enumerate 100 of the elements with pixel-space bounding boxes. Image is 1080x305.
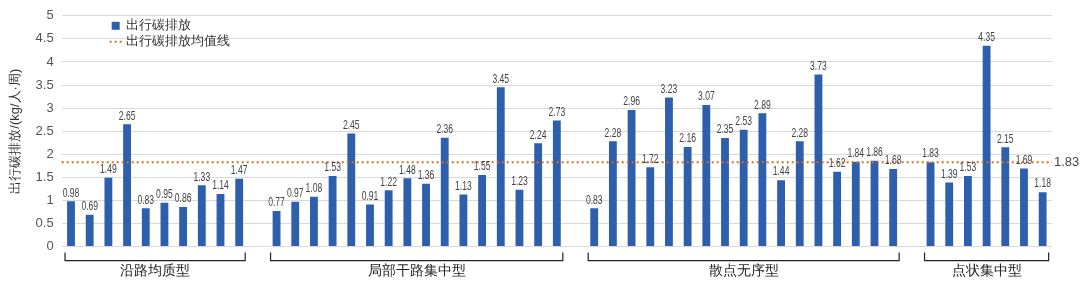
bar: [608, 141, 617, 247]
data-label: 1.22: [380, 175, 398, 188]
bar: [627, 109, 636, 247]
bar: [291, 201, 300, 247]
y-tick-label: 0: [46, 238, 54, 254]
data-label: 1.14: [212, 178, 229, 192]
bar: [1038, 192, 1047, 247]
bar: [889, 169, 898, 247]
y-axis-title: 出行碳排放/(kg/人·周): [7, 68, 23, 194]
text: 点状集中型: [951, 262, 1022, 279]
y-tick-label: 4.5: [35, 30, 54, 46]
data-label: 3.73: [810, 59, 827, 73]
bar: [104, 177, 113, 247]
data-label: 1.72: [641, 152, 659, 165]
data-label: 1.39: [940, 167, 958, 181]
data-label: 1.49: [100, 162, 117, 176]
data-label: 1.53: [959, 160, 977, 174]
bar: [851, 161, 860, 247]
bar: [67, 201, 75, 247]
bar: [739, 129, 748, 247]
bar: [982, 45, 991, 247]
data-label: 3.45: [492, 72, 510, 85]
y-tick-label: 0.5: [35, 215, 54, 231]
text: 1.83: [1054, 153, 1080, 169]
data-label: 2.89: [754, 98, 771, 111]
bar: [833, 171, 842, 247]
bar: [665, 97, 673, 247]
bar: [328, 175, 337, 247]
text: 沿路均质型: [120, 262, 191, 279]
data-label: 0.83: [585, 193, 603, 206]
bar: [1001, 147, 1010, 247]
data-label: 0.69: [81, 199, 99, 213]
bar: [646, 167, 655, 247]
data-label: 1.55: [473, 160, 491, 173]
data-label: 0.77: [268, 196, 286, 209]
bar: [721, 138, 729, 247]
data-label: 0.98: [62, 186, 80, 199]
bar: [366, 204, 374, 247]
data-label: 1.13: [455, 179, 472, 193]
data-label: 3.23: [660, 82, 678, 96]
bar: [197, 185, 206, 247]
legend-label: 出行碳排放均值线: [125, 33, 230, 49]
data-label: 1.62: [828, 156, 846, 170]
data-label: 0.86: [174, 191, 192, 205]
bar: [310, 196, 318, 247]
data-label: 0.91: [361, 189, 379, 203]
data-label: 2.28: [604, 126, 622, 139]
bar: [384, 190, 393, 247]
bar: [945, 182, 954, 247]
y-tick-label: 3.5: [35, 76, 54, 92]
data-label: 2.36: [436, 122, 454, 136]
bar: [459, 194, 468, 247]
bar: [85, 214, 94, 247]
bar: [963, 175, 972, 247]
data-label: 2.96: [623, 94, 641, 108]
data-label: 1.08: [305, 181, 323, 195]
data-label: 2.65: [118, 109, 136, 122]
bar: [795, 141, 804, 247]
data-label: 1.23: [511, 174, 528, 188]
bar: [777, 180, 785, 247]
data-label: 1.48: [399, 163, 416, 176]
bar: [141, 208, 150, 247]
bar: [590, 208, 599, 247]
bar: [552, 120, 561, 247]
data-label: 2.73: [548, 105, 566, 119]
bar: [534, 143, 543, 247]
data-label: 1.18: [1034, 177, 1052, 190]
bar: [496, 87, 505, 247]
y-tick-label: 4: [46, 53, 54, 69]
data-label: 2.16: [679, 131, 697, 145]
data-label: 2.15: [996, 132, 1014, 145]
data-label: 0.95: [156, 187, 173, 201]
data-label: 1.68: [884, 154, 902, 167]
data-label: 2.53: [735, 114, 753, 128]
bar: [1020, 168, 1028, 247]
data-label: 1.84: [847, 146, 865, 160]
y-tick-label: 3: [46, 99, 54, 115]
data-label: 2.35: [716, 123, 734, 136]
bar: [235, 178, 244, 247]
data-label: 0.97: [286, 186, 304, 200]
bar: [758, 113, 767, 247]
data-label: 2.45: [342, 118, 360, 132]
data-label: 1.69: [1015, 153, 1033, 167]
data-label: 2.24: [529, 128, 547, 141]
y-tick-label: 2.5: [35, 122, 54, 138]
bar: [403, 178, 412, 247]
data-label: 1.36: [417, 168, 435, 182]
data-label: 1.33: [193, 170, 211, 183]
text: 局部干路集中型: [367, 262, 466, 279]
data-label: 1.44: [772, 165, 790, 178]
data-label: 1.86: [866, 145, 883, 159]
bar: [347, 133, 356, 247]
bar: [440, 137, 449, 247]
y-tick-label: 1.5: [35, 168, 54, 184]
bar: [179, 206, 188, 247]
text: 散点无序型: [708, 262, 779, 279]
data-label: 1.53: [324, 160, 342, 174]
bar: [478, 175, 487, 247]
data-label: 2.28: [791, 126, 809, 139]
data-label: 4.35: [978, 30, 996, 44]
